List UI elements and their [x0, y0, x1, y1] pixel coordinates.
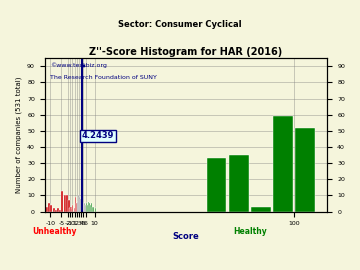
Text: The Research Foundation of SUNY: The Research Foundation of SUNY	[50, 75, 157, 80]
Text: ©www.textbiz.org: ©www.textbiz.org	[50, 63, 107, 68]
Bar	[79, 197, 80, 212]
Bar	[71, 208, 72, 212]
Bar	[85, 205, 86, 212]
Text: 4.2439: 4.2439	[82, 131, 114, 140]
Bar	[68, 200, 70, 212]
Bar	[90, 205, 91, 212]
Bar	[229, 155, 249, 212]
Bar	[88, 202, 89, 212]
Bar	[91, 204, 92, 212]
Bar	[64, 195, 66, 212]
Bar	[57, 208, 59, 212]
Bar	[66, 195, 68, 212]
Text: Healthy: Healthy	[233, 227, 267, 236]
X-axis label: Score: Score	[173, 232, 199, 241]
Bar	[46, 207, 48, 212]
Y-axis label: Number of companies (531 total): Number of companies (531 total)	[15, 77, 22, 193]
Text: Sector: Consumer Cyclical: Sector: Consumer Cyclical	[118, 20, 242, 29]
Bar	[48, 204, 50, 212]
Bar	[59, 210, 61, 212]
Bar	[73, 208, 75, 212]
Bar	[89, 204, 90, 212]
Bar	[50, 205, 52, 212]
Bar	[62, 191, 63, 212]
Bar	[53, 208, 54, 212]
Bar	[78, 195, 79, 212]
Bar	[69, 208, 70, 212]
Bar	[95, 208, 96, 212]
Bar	[87, 205, 88, 212]
Bar	[84, 204, 85, 212]
Text: Unhealthy: Unhealthy	[32, 227, 77, 236]
Title: Z''-Score Histogram for HAR (2016): Z''-Score Histogram for HAR (2016)	[89, 48, 283, 58]
Bar	[82, 202, 84, 212]
Bar	[81, 200, 82, 212]
Bar	[77, 202, 78, 212]
Bar	[273, 116, 293, 212]
Bar	[295, 128, 315, 212]
Bar	[75, 197, 76, 212]
Bar	[80, 199, 81, 212]
Bar	[251, 207, 271, 212]
Bar	[55, 210, 57, 212]
Bar	[70, 207, 72, 212]
Bar	[86, 204, 87, 212]
Bar	[207, 158, 226, 212]
Bar	[72, 205, 73, 212]
Bar	[76, 204, 77, 212]
